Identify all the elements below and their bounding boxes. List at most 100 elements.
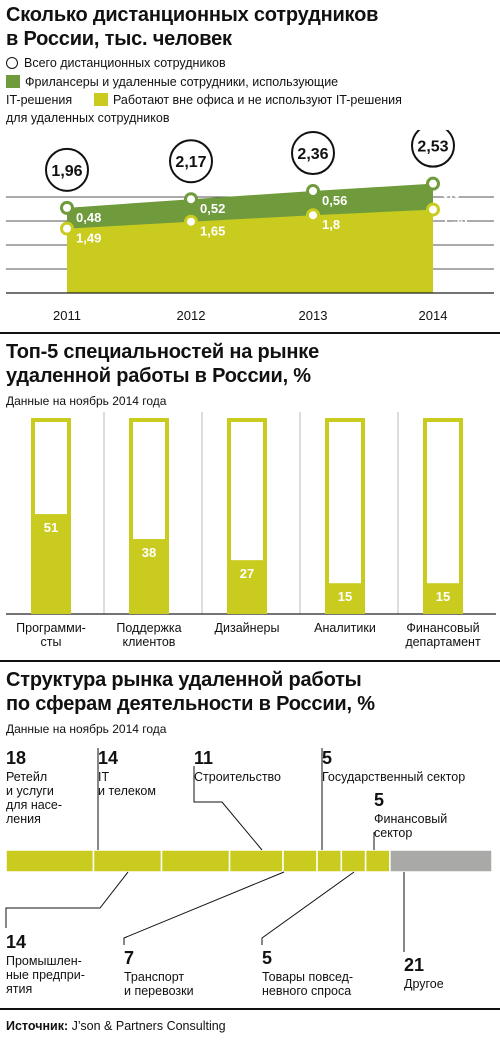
total-circle (45, 147, 89, 192)
segment-label: Финансовый (374, 812, 447, 826)
area-nonit-series (67, 209, 433, 293)
legend-it-line2: IT-решения (6, 92, 72, 108)
legend-nonit-label-2: для удаленных сотрудников (6, 111, 170, 125)
bar-value-label: 27 (240, 566, 254, 581)
segment-value: 5 (262, 948, 272, 968)
segment-value: 18 (6, 748, 26, 768)
segment-label: Товары повсед- (262, 970, 353, 984)
bar-value-label: 15 (436, 589, 450, 604)
total-label: 1,96 (51, 163, 82, 180)
category-label: Программи- (16, 621, 86, 635)
segment-label: и телеком (98, 784, 156, 798)
leader-line (5, 871, 129, 928)
x-tick-label: 2011 (53, 308, 81, 323)
legend-nonit-label-1: Работают вне офиса и не используют IT-ре… (113, 93, 402, 107)
label-it: 0,56 (322, 193, 347, 208)
legend-total-label: Всего дистанционных сотрудников (24, 56, 226, 70)
segment-label: ные предпри- (6, 968, 85, 982)
divider-3 (0, 1008, 500, 1010)
bar-fill (33, 514, 69, 612)
label-it: 0,52 (200, 201, 225, 216)
segment-value: 5 (374, 790, 384, 810)
point-nonit (306, 208, 320, 223)
bar-fill (425, 583, 461, 612)
chart2-subtitle: Данные на ноябрь 2014 года (6, 394, 167, 408)
segment-value: 14 (6, 932, 26, 952)
segment-label: сектор (374, 826, 412, 840)
category-label: Поддержка (116, 621, 181, 635)
segment-label: Строительство (194, 770, 281, 784)
bar-fill (229, 560, 265, 612)
x-tick-label: 2012 (177, 308, 206, 323)
bar-value-label: 51 (44, 520, 58, 535)
segment-label: для насе- (6, 798, 62, 812)
legend-it: Фрилансеры и удаленные сотрудники, испол… (6, 74, 338, 90)
total-label: 2,36 (297, 146, 328, 163)
legend-nonit: Работают вне офиса и не используют IT-ре… (94, 92, 402, 108)
point-nonit (60, 221, 74, 236)
legend-it-label-1: Фрилансеры и удаленные сотрудники, испол… (25, 75, 339, 89)
segment-label: Государственный сектор (322, 770, 465, 784)
segment-label: невного спроса (262, 984, 351, 998)
segment-value: 21 (404, 955, 424, 975)
category-label: департамент (405, 635, 481, 649)
segment-bar (160, 849, 231, 873)
segment-label: Ретейл (6, 770, 47, 784)
bar-value-label: 38 (142, 545, 156, 560)
x-tick-label: 2014 (419, 308, 448, 323)
segment-label: ятия (6, 982, 32, 996)
segment-value: 11 (194, 748, 213, 768)
point-it (60, 200, 74, 215)
segment-label: Другое (404, 977, 444, 991)
segment-bar (316, 849, 343, 873)
segment-bar (282, 849, 318, 873)
chart1-title-line1: Сколько дистанционных сотрудников (6, 4, 379, 26)
segment-label: Транспорт (124, 970, 184, 984)
point-nonit (184, 214, 198, 229)
segment-bar (92, 849, 163, 873)
label-it: 0,48 (76, 210, 101, 225)
segment-label: ления (6, 812, 41, 826)
segment-value: 7 (124, 948, 134, 968)
segment-bar (364, 849, 391, 873)
segment-value: 14 (98, 748, 118, 768)
chart1-title-line2: в России, тыс. человек (6, 28, 232, 50)
segment-label: IT (98, 770, 109, 784)
segment-label: Промышлен- (6, 954, 82, 968)
segment-value: 5 (322, 748, 332, 768)
legend-nonit-swatch (94, 93, 108, 106)
source-text: J’son & Partners Consulting (68, 1019, 226, 1033)
divider-2 (0, 660, 500, 662)
leader-line (261, 871, 355, 945)
label-nonit: 1,49 (76, 231, 101, 246)
total-label: 2,53 (417, 139, 448, 156)
chart2-title-line2: удаленной работы в России, % (6, 365, 311, 387)
chart2-title-line1: Топ-5 специальностей на рынке (6, 341, 320, 363)
label-nonit: 1,93 (442, 212, 467, 227)
chart3-title-line1: Структура рынка удаленной работы (6, 669, 362, 691)
segment-bar (228, 849, 284, 873)
source-label: Источник: (6, 1019, 69, 1033)
bar-fill (131, 539, 167, 612)
segment-label: и услуги (6, 784, 54, 798)
divider-1 (0, 332, 500, 334)
legend-nonit-line2: для удаленных сотрудников (6, 110, 170, 126)
category-label: Финансовый (406, 621, 479, 635)
leader-line (123, 871, 285, 945)
point-it (184, 192, 198, 207)
total-circle (411, 130, 455, 168)
legend-it-swatch (6, 75, 20, 88)
segment-label: и перевозки (124, 984, 194, 998)
label-nonit: 1,8 (322, 217, 340, 232)
total-label: 2,17 (175, 154, 206, 171)
legend-total: Всего дистанционных сотрудников (6, 55, 226, 71)
bar-value-label: 15 (338, 589, 352, 604)
point-it (426, 176, 440, 191)
legend-it-label-2: IT-решения (6, 93, 73, 107)
label-nonit: 1,65 (200, 224, 225, 239)
category-label: Аналитики (314, 621, 376, 635)
point-it (306, 184, 320, 199)
bar-fill (327, 583, 363, 612)
